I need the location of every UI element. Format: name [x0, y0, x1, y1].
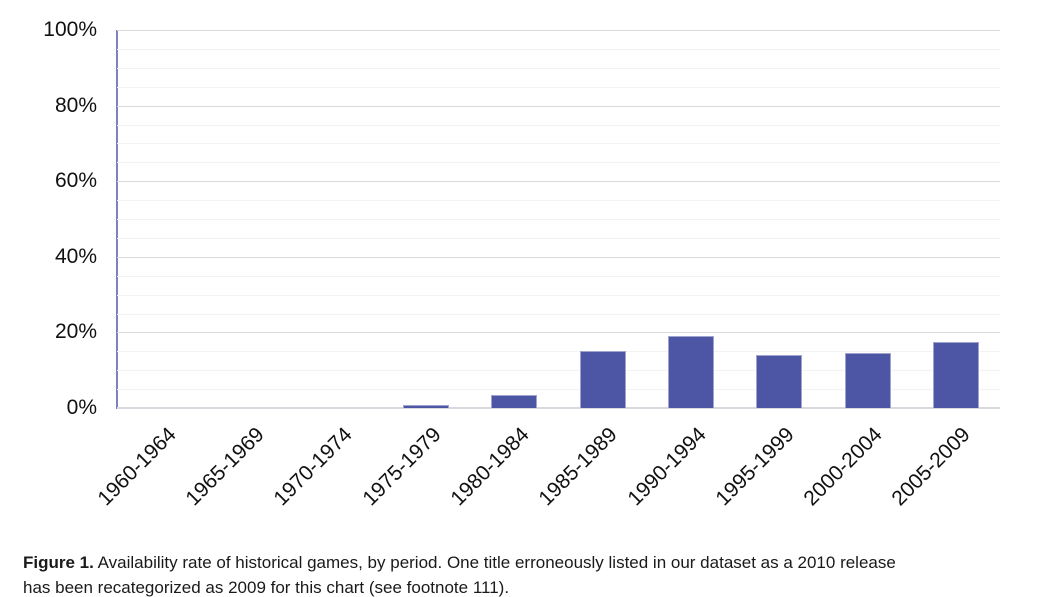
- minor-gridline-95: [117, 48, 1000, 50]
- minor-gridline-5: [117, 389, 1000, 391]
- availability-bar-chart: 0% 20% 40% 60% 80% 100% 1960-1964 1965-1969 197…: [43, 18, 1000, 511]
- minor-gridline-75: [117, 124, 1000, 126]
- x-tick-1990-1994: 1990-1994: [622, 423, 711, 511]
- bar-1985-1989: [579, 350, 626, 408]
- major-gridline-80: [117, 105, 1000, 107]
- x-tick-1995-1999: 1995-1999: [711, 423, 799, 511]
- y-tick-40%: 40%: [54, 244, 97, 268]
- x-tick-1985-1989: 1985-1989: [534, 423, 622, 511]
- x-tick-1970-1974: 1970-1974: [269, 423, 358, 511]
- figure-caption-label: Figure 1.: [23, 553, 94, 572]
- minor-gridline-65: [117, 162, 1000, 164]
- figure-caption-line2: has been recategorized as 2009 for this …: [23, 577, 510, 597]
- major-gridline-0: [117, 407, 1000, 409]
- figure-caption-line1: Availability rate of historical games, b…: [93, 553, 896, 572]
- minor-gridline-50: [117, 219, 1000, 220]
- bar-1980-1984: [491, 394, 538, 408]
- minor-gridline-70: [117, 143, 1000, 145]
- minor-gridline-10: [117, 370, 1000, 372]
- y-tick-0%: 0%: [66, 396, 97, 419]
- minor-gridline-30: [117, 294, 1000, 296]
- x-tick-1980-1984: 1980-1984: [446, 423, 534, 511]
- x-tick-2005-2009: 2005-2009: [887, 423, 976, 511]
- minor-gridline-45: [117, 237, 1000, 239]
- major-gridline-20: [117, 332, 1000, 334]
- minor-gridline-90: [117, 67, 1000, 69]
- y-tick-80%: 80%: [54, 93, 97, 117]
- bar-2000-2004: [844, 353, 891, 408]
- minor-gridline-85: [117, 86, 1000, 88]
- y-tick-20%: 20%: [54, 320, 97, 344]
- minor-gridline-25: [117, 313, 1000, 315]
- x-tick-1965-1969: 1965-1969: [181, 423, 269, 511]
- y-tick-100%: 100%: [43, 18, 97, 41]
- minor-gridline-35: [117, 275, 1000, 277]
- bar-2005-2009: [932, 341, 979, 408]
- minor-gridline-15: [117, 351, 1000, 353]
- minor-gridline-55: [117, 200, 1000, 202]
- major-gridline-100: [117, 30, 1000, 31]
- plot-area: [116, 30, 1000, 409]
- x-tick-1960-1964: 1960-1964: [93, 423, 181, 511]
- figure-caption: Figure 1. Availability rate of historica…: [23, 551, 1028, 597]
- bar-1975-1979: [403, 404, 450, 408]
- major-gridline-60: [117, 181, 1000, 183]
- major-gridline-40: [117, 256, 1000, 258]
- x-tick-1975-1979: 1975-1979: [358, 423, 446, 511]
- bar-1995-1999: [756, 355, 803, 408]
- bar-1990-1994: [667, 336, 714, 408]
- x-tick-2000-2004: 2000-2004: [799, 423, 887, 511]
- y-tick-60%: 60%: [54, 169, 97, 193]
